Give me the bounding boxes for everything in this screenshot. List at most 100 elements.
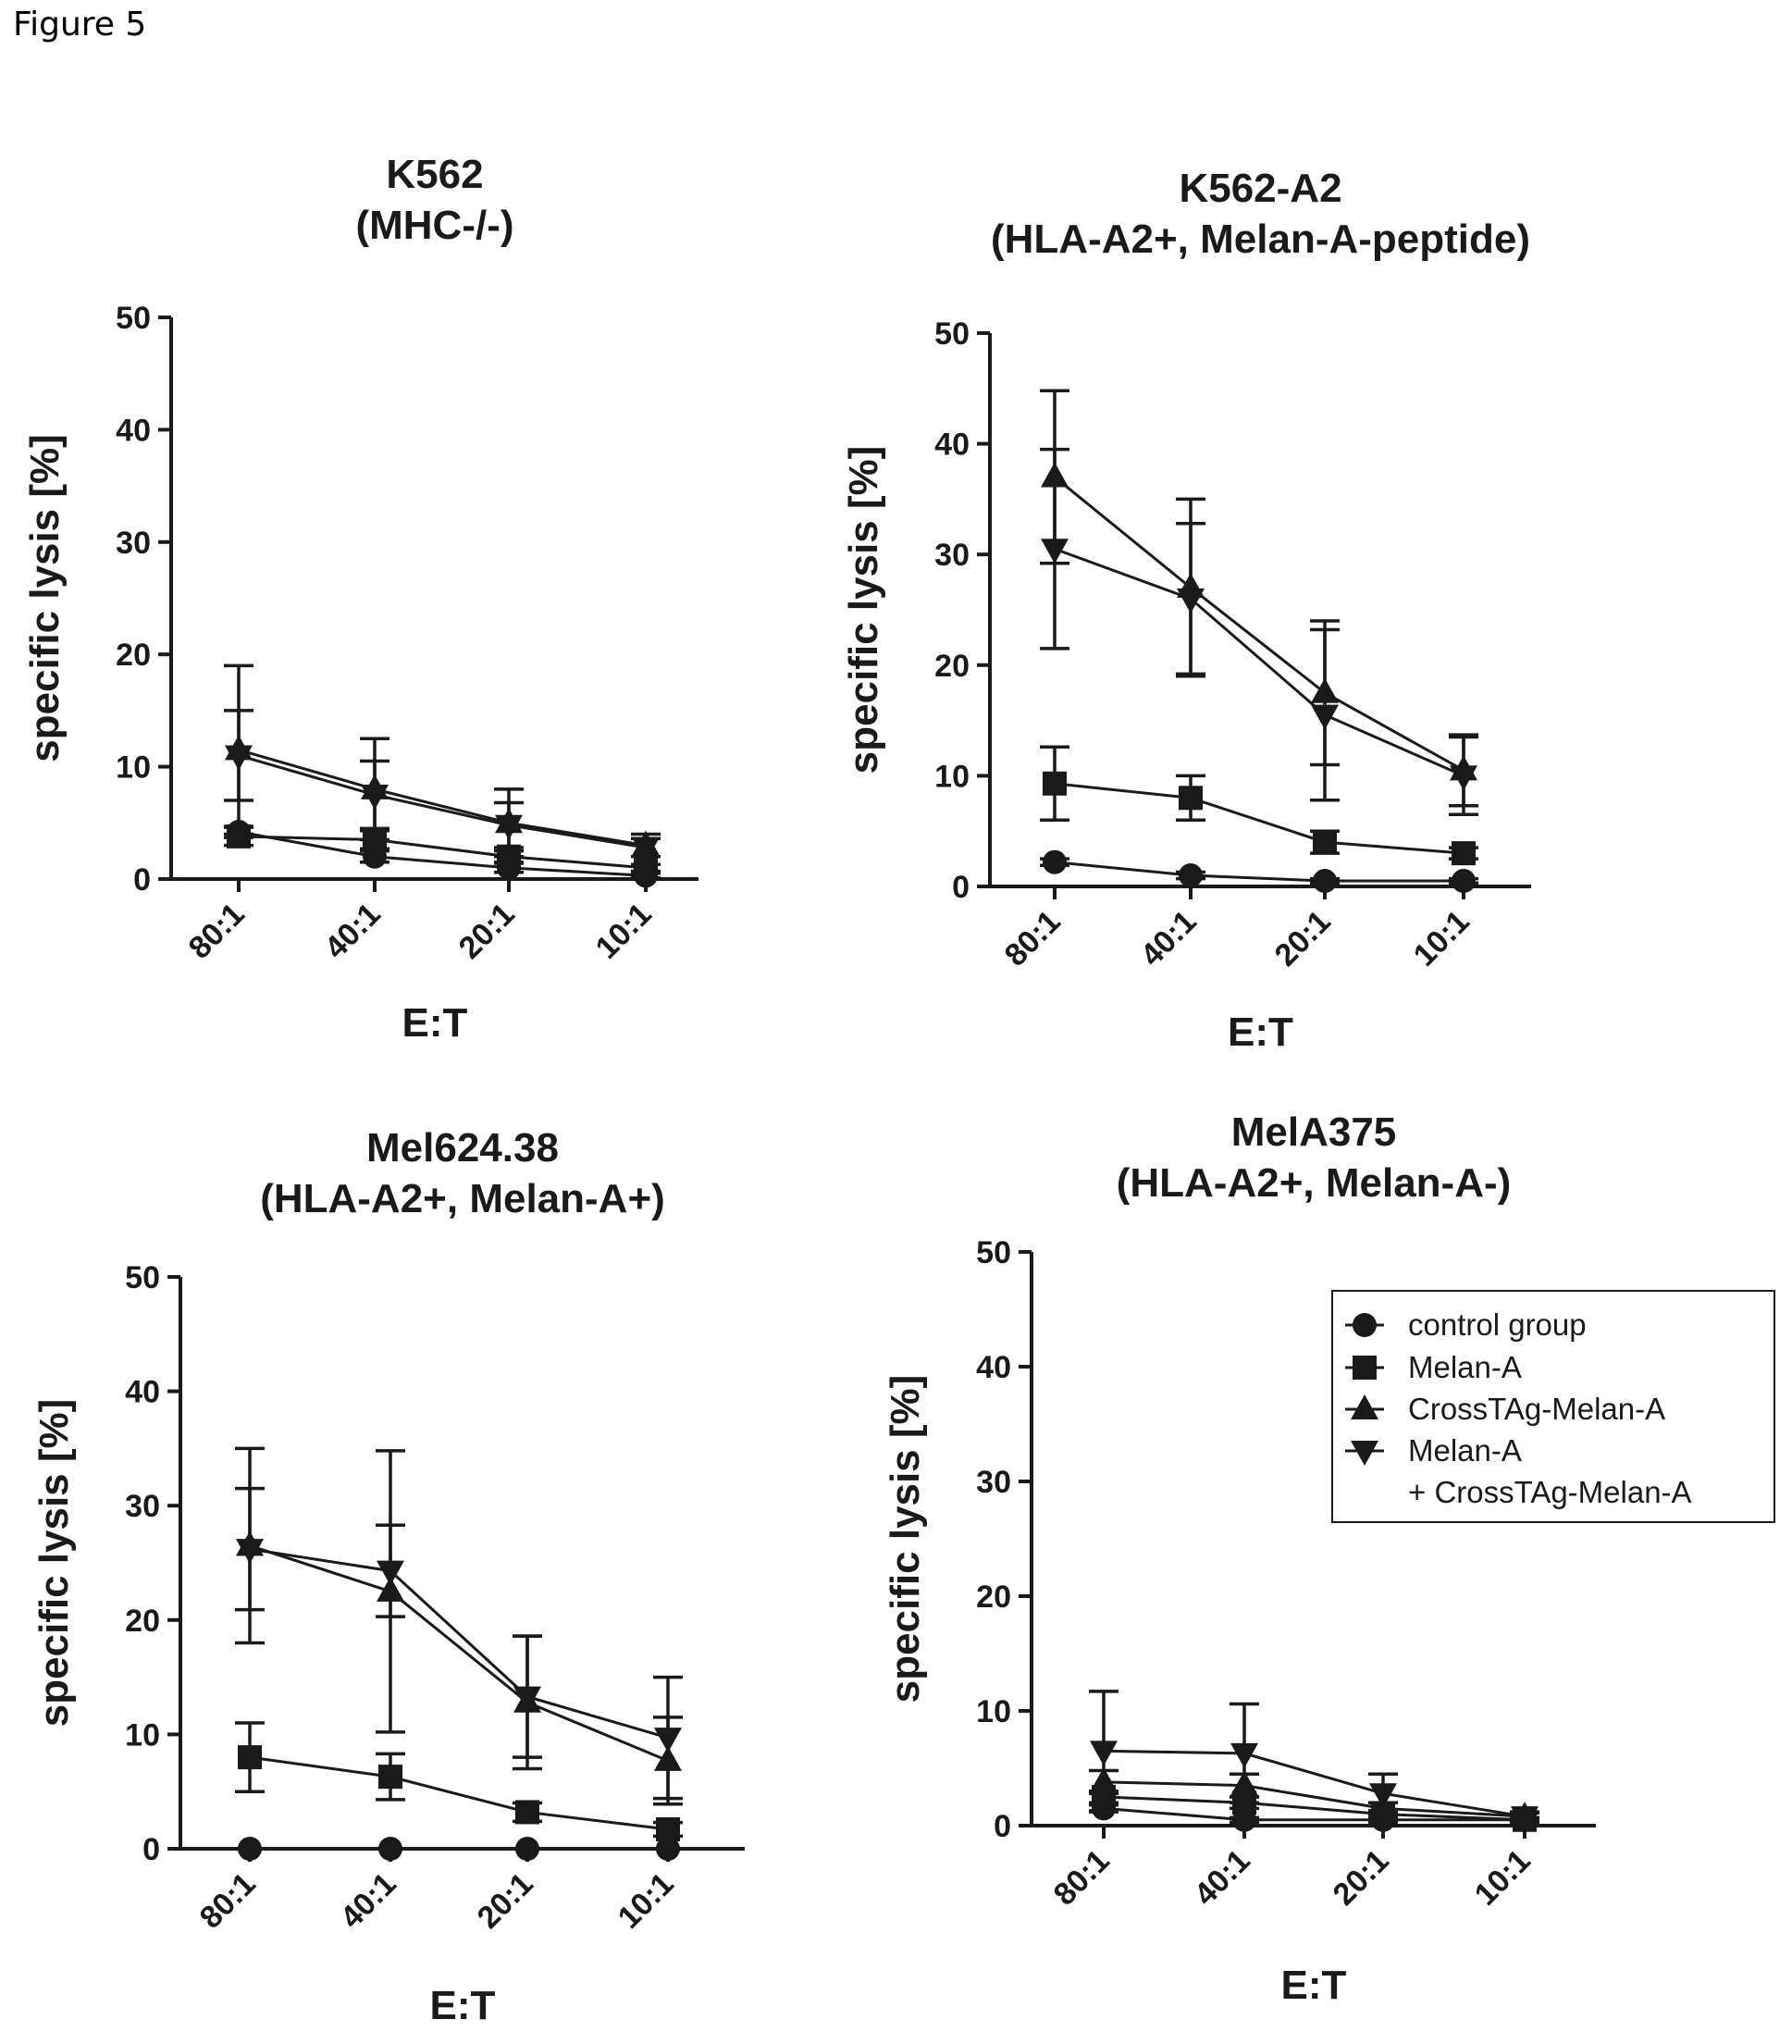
series-triangle-down (1040, 450, 1478, 815)
y-axis-label: specific lysis [%] (31, 1399, 77, 1728)
panel-k562-a2: K562-A2(HLA-A2+, Melan-A-peptide)0102030… (841, 166, 1531, 1055)
legend-label: control group (1408, 1307, 1587, 1342)
y-tick-label: 20 (934, 649, 970, 684)
data-point (1090, 1740, 1118, 1765)
panel-mel624-38: Mel624.38(HLA-A2+, Melan-A+)010203040508… (31, 1125, 745, 2028)
data-point (1043, 850, 1067, 874)
x-tick-label: 80:1 (193, 1866, 263, 1936)
y-tick-label: 50 (125, 1260, 160, 1295)
y-tick-label: 40 (116, 413, 151, 448)
x-tick-label: 80:1 (998, 904, 1068, 973)
data-point (1177, 588, 1205, 613)
legend-marker (1353, 1356, 1377, 1380)
y-tick-label: 30 (976, 1465, 1011, 1500)
data-point (378, 1765, 402, 1789)
series-line (1055, 477, 1464, 770)
legend-marker (1353, 1313, 1377, 1337)
panel-subtitle: (HLA-A2+, Melan-A+) (260, 1176, 665, 1221)
series-line (1055, 784, 1464, 853)
y-tick-label: 30 (125, 1489, 160, 1524)
panel-subtitle: (MHC-/-) (355, 203, 513, 248)
panel-title: Mel624.38 (366, 1125, 559, 1171)
x-axis-label: E:T (402, 1000, 468, 1046)
series-triangle-up (1040, 390, 1478, 806)
series-square (235, 1723, 683, 1841)
x-tick-label: 40:1 (334, 1866, 403, 1936)
series-line (239, 755, 646, 848)
x-axis-label: E:T (1228, 1010, 1293, 1055)
series-square (1040, 747, 1478, 865)
panel-title: K562 (386, 152, 483, 197)
series-line (1104, 1797, 1525, 1820)
series-triangle-down (1089, 1691, 1539, 1831)
y-tick-label: 10 (976, 1694, 1011, 1729)
y-tick-label: 20 (125, 1604, 160, 1639)
series-line (1055, 549, 1464, 775)
legend-label-continued: + CrossTAg-Melan-A (1408, 1475, 1692, 1509)
x-tick-label: 40:1 (318, 897, 388, 966)
data-point (1452, 841, 1476, 865)
x-tick-label: 10:1 (589, 897, 659, 966)
panel-title: MelA375 (1231, 1109, 1397, 1155)
data-point (238, 1745, 262, 1769)
y-tick-label: 40 (934, 427, 970, 463)
y-tick-label: 30 (934, 538, 970, 573)
series-triangle-up (224, 665, 661, 856)
y-tick-label: 30 (116, 526, 151, 561)
y-tick-label: 10 (125, 1717, 160, 1753)
y-tick-label: 0 (994, 1809, 1011, 1844)
panel-title: K562-A2 (1179, 166, 1341, 211)
series-line (250, 1545, 668, 1760)
data-point (1179, 863, 1203, 887)
y-tick-label: 50 (934, 316, 970, 352)
y-axis-label: specific lysis [%] (22, 434, 68, 762)
data-point (656, 1817, 680, 1841)
data-point (238, 1837, 262, 1861)
series-line (1055, 862, 1464, 881)
series-line (239, 749, 646, 845)
data-point (378, 1837, 402, 1861)
legend-label: Melan-A (1408, 1350, 1522, 1384)
x-tick-label: 20:1 (1327, 1843, 1396, 1913)
legend: control group Melan-A CrossTAg-Melan-A Mela… (1332, 1291, 1774, 1522)
y-tick-label: 20 (116, 638, 151, 673)
legend-label: CrossTAg-Melan-A (1408, 1392, 1665, 1426)
data-point (377, 1561, 404, 1586)
data-point (1452, 869, 1476, 893)
x-tick-label: 40:1 (1188, 1843, 1257, 1913)
data-point (515, 1800, 539, 1824)
y-tick-label: 10 (116, 750, 151, 786)
y-tick-label: 10 (934, 759, 970, 794)
data-point (1043, 772, 1067, 796)
panel-mela375: MelA375(HLA-A2+, Melan-A-)0102030405080:… (883, 1109, 1596, 2008)
x-tick-label: 10:1 (1407, 904, 1477, 973)
series-triangle-up (235, 1448, 683, 1803)
x-tick-label: 20:1 (1268, 904, 1338, 973)
data-point (1311, 705, 1339, 730)
x-tick-label: 80:1 (1047, 1843, 1117, 1913)
legend-label: Melan-A (1408, 1433, 1522, 1468)
x-tick-label: 20:1 (452, 897, 522, 966)
series-circle (238, 1837, 680, 1861)
x-axis-label: E:T (1281, 1963, 1347, 2008)
y-tick-label: 50 (116, 301, 151, 336)
y-axis-label: specific lysis [%] (883, 1375, 928, 1703)
x-tick-label: 10:1 (612, 1866, 681, 1936)
panel-k562: K562 (MHC-/-) 0 10 20 30 40 50 80:1 40:1 20:1 10:1 E… (22, 152, 698, 1046)
x-tick-label: 80:1 (182, 897, 252, 966)
data-point (1313, 830, 1337, 854)
series-line (250, 1757, 668, 1829)
x-tick-label: 10:1 (1468, 1843, 1538, 1913)
y-tick-label: 40 (976, 1350, 1011, 1385)
y-tick-label: 20 (976, 1579, 1011, 1615)
series-line (250, 1549, 668, 1738)
y-axis-label: specific lysis [%] (841, 446, 886, 774)
data-point (654, 1728, 682, 1753)
x-axis-label: E:T (430, 1983, 496, 2028)
series-triangle-down (224, 711, 661, 862)
y-tick-label: 0 (133, 862, 151, 898)
y-tick-label: 0 (142, 1832, 160, 1867)
data-point (1313, 869, 1337, 893)
x-tick-label: 20:1 (471, 1866, 540, 1936)
data-point (1179, 786, 1203, 810)
